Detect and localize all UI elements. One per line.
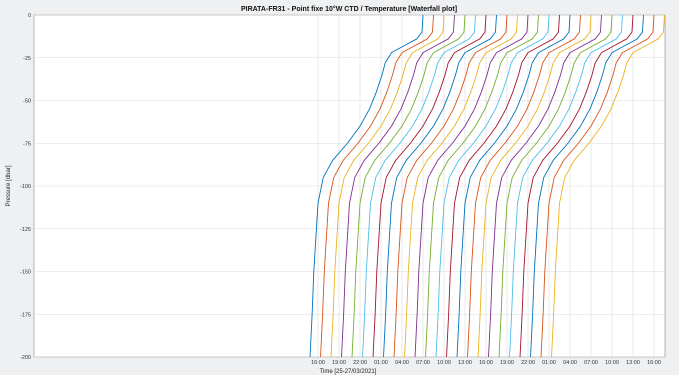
x-tick-label: 01:00	[374, 360, 388, 366]
x-tick-label: 22:00	[353, 360, 367, 366]
series-line-7	[372, 14, 487, 358]
x-tick-label: 16:00	[647, 360, 661, 366]
y-tick-label: -25	[23, 56, 31, 62]
series-line-17	[477, 14, 592, 358]
series-line-18	[488, 14, 602, 358]
series-line-1	[309, 14, 424, 358]
series-line-24	[551, 14, 665, 358]
x-tick-label: 16:00	[479, 360, 493, 366]
series-line-4	[341, 14, 455, 358]
x-tick-label: 01:00	[542, 360, 556, 366]
x-tick-label: 04:00	[395, 360, 409, 366]
y-tick-label: -150	[20, 270, 31, 276]
y-tick-label: -75	[23, 141, 31, 147]
series-line-2	[320, 14, 434, 358]
series-line-11	[414, 14, 529, 358]
x-tick-label: 22:00	[521, 360, 535, 366]
x-tick-label: 04:00	[563, 360, 577, 366]
y-tick-label: 0	[28, 13, 31, 19]
x-tick-label: 13:00	[626, 360, 640, 366]
series-line-20	[509, 14, 623, 358]
y-tick-label: -100	[20, 184, 31, 190]
series-line-23	[540, 14, 655, 358]
x-tick-label: 19:00	[332, 360, 346, 366]
series-line-9	[393, 14, 508, 358]
x-tick-label: 07:00	[416, 360, 430, 366]
y-tick-label: -175	[20, 312, 31, 318]
series-line-16	[467, 14, 581, 358]
y-tick-label: -125	[20, 227, 31, 233]
series-line-14	[446, 14, 560, 358]
series-line-12	[425, 14, 539, 358]
y-tick-labels: 0 -25 -50 -75 -100 -125 -150 -175 -200	[20, 13, 31, 361]
x-tick-label: 19:00	[500, 360, 514, 366]
series-line-19	[498, 14, 613, 358]
grid-lines	[34, 14, 665, 358]
x-axis-label: Time [25-27/03/2021]	[320, 369, 377, 375]
series-lines	[309, 14, 665, 358]
series-line-6	[362, 14, 476, 358]
y-axis-label: Pressure [dbar]	[6, 165, 12, 206]
chart-title: PIRATA-FR31 - Point fixe 10°W CTD / Temp…	[241, 5, 457, 13]
x-tick-label: 07:00	[584, 360, 598, 366]
series-line-13	[435, 14, 550, 358]
x-tick-label: 10:00	[437, 360, 451, 366]
x-tick-label: 10:00	[605, 360, 619, 366]
y-tick-label: -200	[20, 355, 31, 361]
series-line-22	[530, 14, 644, 358]
series-line-10	[404, 14, 518, 358]
series-line-5	[351, 14, 466, 358]
y-tick-label: -50	[23, 99, 31, 105]
series-line-3	[330, 14, 445, 358]
x-tick-labels: 16:00 19:00 22:00 01:00 04:00 07:00 10:00 13:00…	[311, 360, 661, 366]
series-line-8	[383, 14, 497, 358]
x-tick-label: 13:00	[458, 360, 472, 366]
series-line-15	[456, 14, 571, 358]
x-tick-label: 16:00	[311, 360, 325, 366]
series-line-21	[519, 14, 634, 358]
